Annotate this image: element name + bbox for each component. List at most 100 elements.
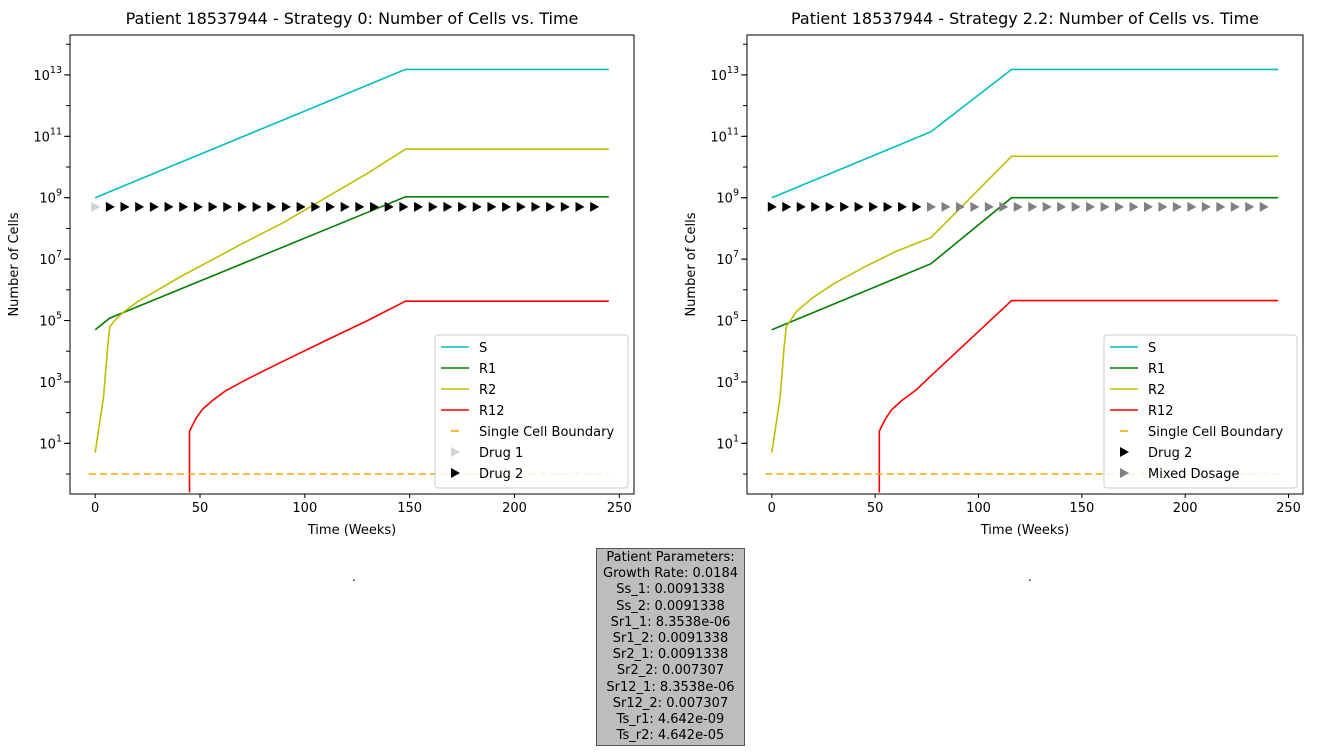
chart-title: Patient 18537944 - Strategy 0: Number of… xyxy=(126,9,579,28)
data-marker xyxy=(1071,201,1081,212)
x-tick-label: 200 xyxy=(1173,501,1198,516)
data-marker xyxy=(767,201,777,212)
legend-entry: S xyxy=(441,341,487,356)
legend-label: S xyxy=(1148,341,1156,356)
legend-label: R12 xyxy=(479,404,505,419)
parameter-line: Ss_1: 0.0091338 xyxy=(616,582,725,598)
parameter-line: Sr1_2: 0.0091338 xyxy=(612,631,729,647)
legend-entry: S xyxy=(1110,341,1156,356)
data-marker xyxy=(325,201,335,212)
data-marker xyxy=(311,201,321,212)
data-marker xyxy=(105,201,115,212)
data-marker xyxy=(399,201,409,212)
legend-entry: R1 xyxy=(1110,362,1165,377)
y-tick-label: 1011 xyxy=(710,126,739,145)
data-marker xyxy=(970,201,980,212)
legend-entry: R12 xyxy=(441,404,505,419)
x-tick-label: 150 xyxy=(397,501,422,516)
y-tick-label: 1013 xyxy=(710,65,739,84)
x-tick-label: 200 xyxy=(502,501,527,516)
data-marker xyxy=(296,201,306,212)
data-marker xyxy=(281,201,291,212)
data-marker xyxy=(926,201,936,212)
legend-entry: Mixed Dosage xyxy=(1120,467,1239,482)
y-tick-label: 103 xyxy=(716,372,739,391)
data-marker xyxy=(1245,201,1255,212)
x-tick-label: 0 xyxy=(91,501,99,516)
data-marker xyxy=(1115,201,1125,212)
data-marker xyxy=(575,201,585,212)
legend-entry: R1 xyxy=(441,362,496,377)
data-marker xyxy=(811,201,821,212)
data-marker xyxy=(149,201,159,212)
data-marker xyxy=(208,201,218,212)
x-tick-label: 50 xyxy=(192,501,209,516)
data-marker xyxy=(458,201,468,212)
parameter-line: Ts_r1: 4.642e-09 xyxy=(616,712,725,728)
data-marker xyxy=(355,201,365,212)
data-marker xyxy=(1086,201,1096,212)
legend-label: Drug 1 xyxy=(479,446,523,461)
data-marker xyxy=(912,201,922,212)
chart-panel-1: Patient 18537944 - Strategy 0: Number of… xyxy=(7,9,635,538)
legend: S R1 R2 R12 Single Cell Boundary Drug 2 Mixed … xyxy=(1103,334,1298,489)
y-tick-label: 105 xyxy=(716,311,739,330)
data-marker xyxy=(428,201,438,212)
data-marker xyxy=(825,201,835,212)
parameter-line: Sr12_2: 0.007307 xyxy=(612,695,729,711)
data-marker xyxy=(1042,201,1052,212)
axes-frame xyxy=(69,34,635,495)
parameter-line: Ss_2: 0.0091338 xyxy=(616,598,725,614)
data-marker xyxy=(854,201,864,212)
legend-label: R1 xyxy=(1148,362,1165,377)
data-marker xyxy=(384,201,394,212)
patient-parameters-box: Patient Parameters: Growth Rate: 0.0184 Ss… xyxy=(596,548,745,747)
data-marker xyxy=(252,201,262,212)
left-empty-panel-mark: . xyxy=(352,570,356,584)
y-tick-label: 1013 xyxy=(33,65,62,84)
parameter-line: Sr2_1: 0.0091338 xyxy=(612,647,729,663)
legend: S R1 R2 R12 Single Cell Boundary Drug 1 Drug 2 xyxy=(434,334,629,489)
data-marker xyxy=(1158,201,1168,212)
data-marker xyxy=(546,201,556,212)
x-axis-label: Time (Weeks) xyxy=(307,523,396,538)
y-tick-label: 109 xyxy=(39,188,62,207)
data-marker xyxy=(1028,201,1038,212)
legend-label: R2 xyxy=(1148,383,1165,398)
x-tick-label: 100 xyxy=(292,501,317,516)
y-tick-label: 105 xyxy=(39,311,62,330)
legend-frame xyxy=(1103,334,1298,489)
data-marker xyxy=(941,201,951,212)
data-marker xyxy=(1216,201,1226,212)
legend-label: R12 xyxy=(1148,404,1174,419)
data-marker xyxy=(91,201,101,212)
data-marker xyxy=(1129,201,1139,212)
legend-marker xyxy=(451,447,460,457)
data-marker xyxy=(237,201,247,212)
legend-label: Drug 2 xyxy=(1148,446,1192,461)
data-marker xyxy=(414,201,424,212)
data-marker xyxy=(796,201,806,212)
series-line xyxy=(771,196,1279,331)
legend-frame xyxy=(434,334,629,489)
data-marker xyxy=(223,201,233,212)
y-axis-label: Number of Cells xyxy=(7,212,22,316)
y-tick-label: 107 xyxy=(716,249,739,268)
data-marker xyxy=(984,201,994,212)
parameter-line: Ts_r2: 4.642e-05 xyxy=(616,728,725,744)
data-marker xyxy=(164,201,174,212)
data-marker xyxy=(502,201,512,212)
data-marker xyxy=(1143,201,1153,212)
data-marker xyxy=(883,201,893,212)
legend-label: Drug 2 xyxy=(479,467,523,482)
series-line xyxy=(188,300,609,493)
y-tick-label: 101 xyxy=(716,433,739,452)
legend-entry: R2 xyxy=(1110,383,1165,398)
legend-marker xyxy=(451,468,460,478)
legend-label: S xyxy=(479,341,487,356)
chart-panel-2: Patient 18537944 - Strategy 2.2: Number … xyxy=(684,9,1304,538)
x-tick-label: 0 xyxy=(768,501,776,516)
data-marker xyxy=(1057,201,1067,212)
series-line xyxy=(771,155,1279,453)
legend-label: R2 xyxy=(479,383,496,398)
